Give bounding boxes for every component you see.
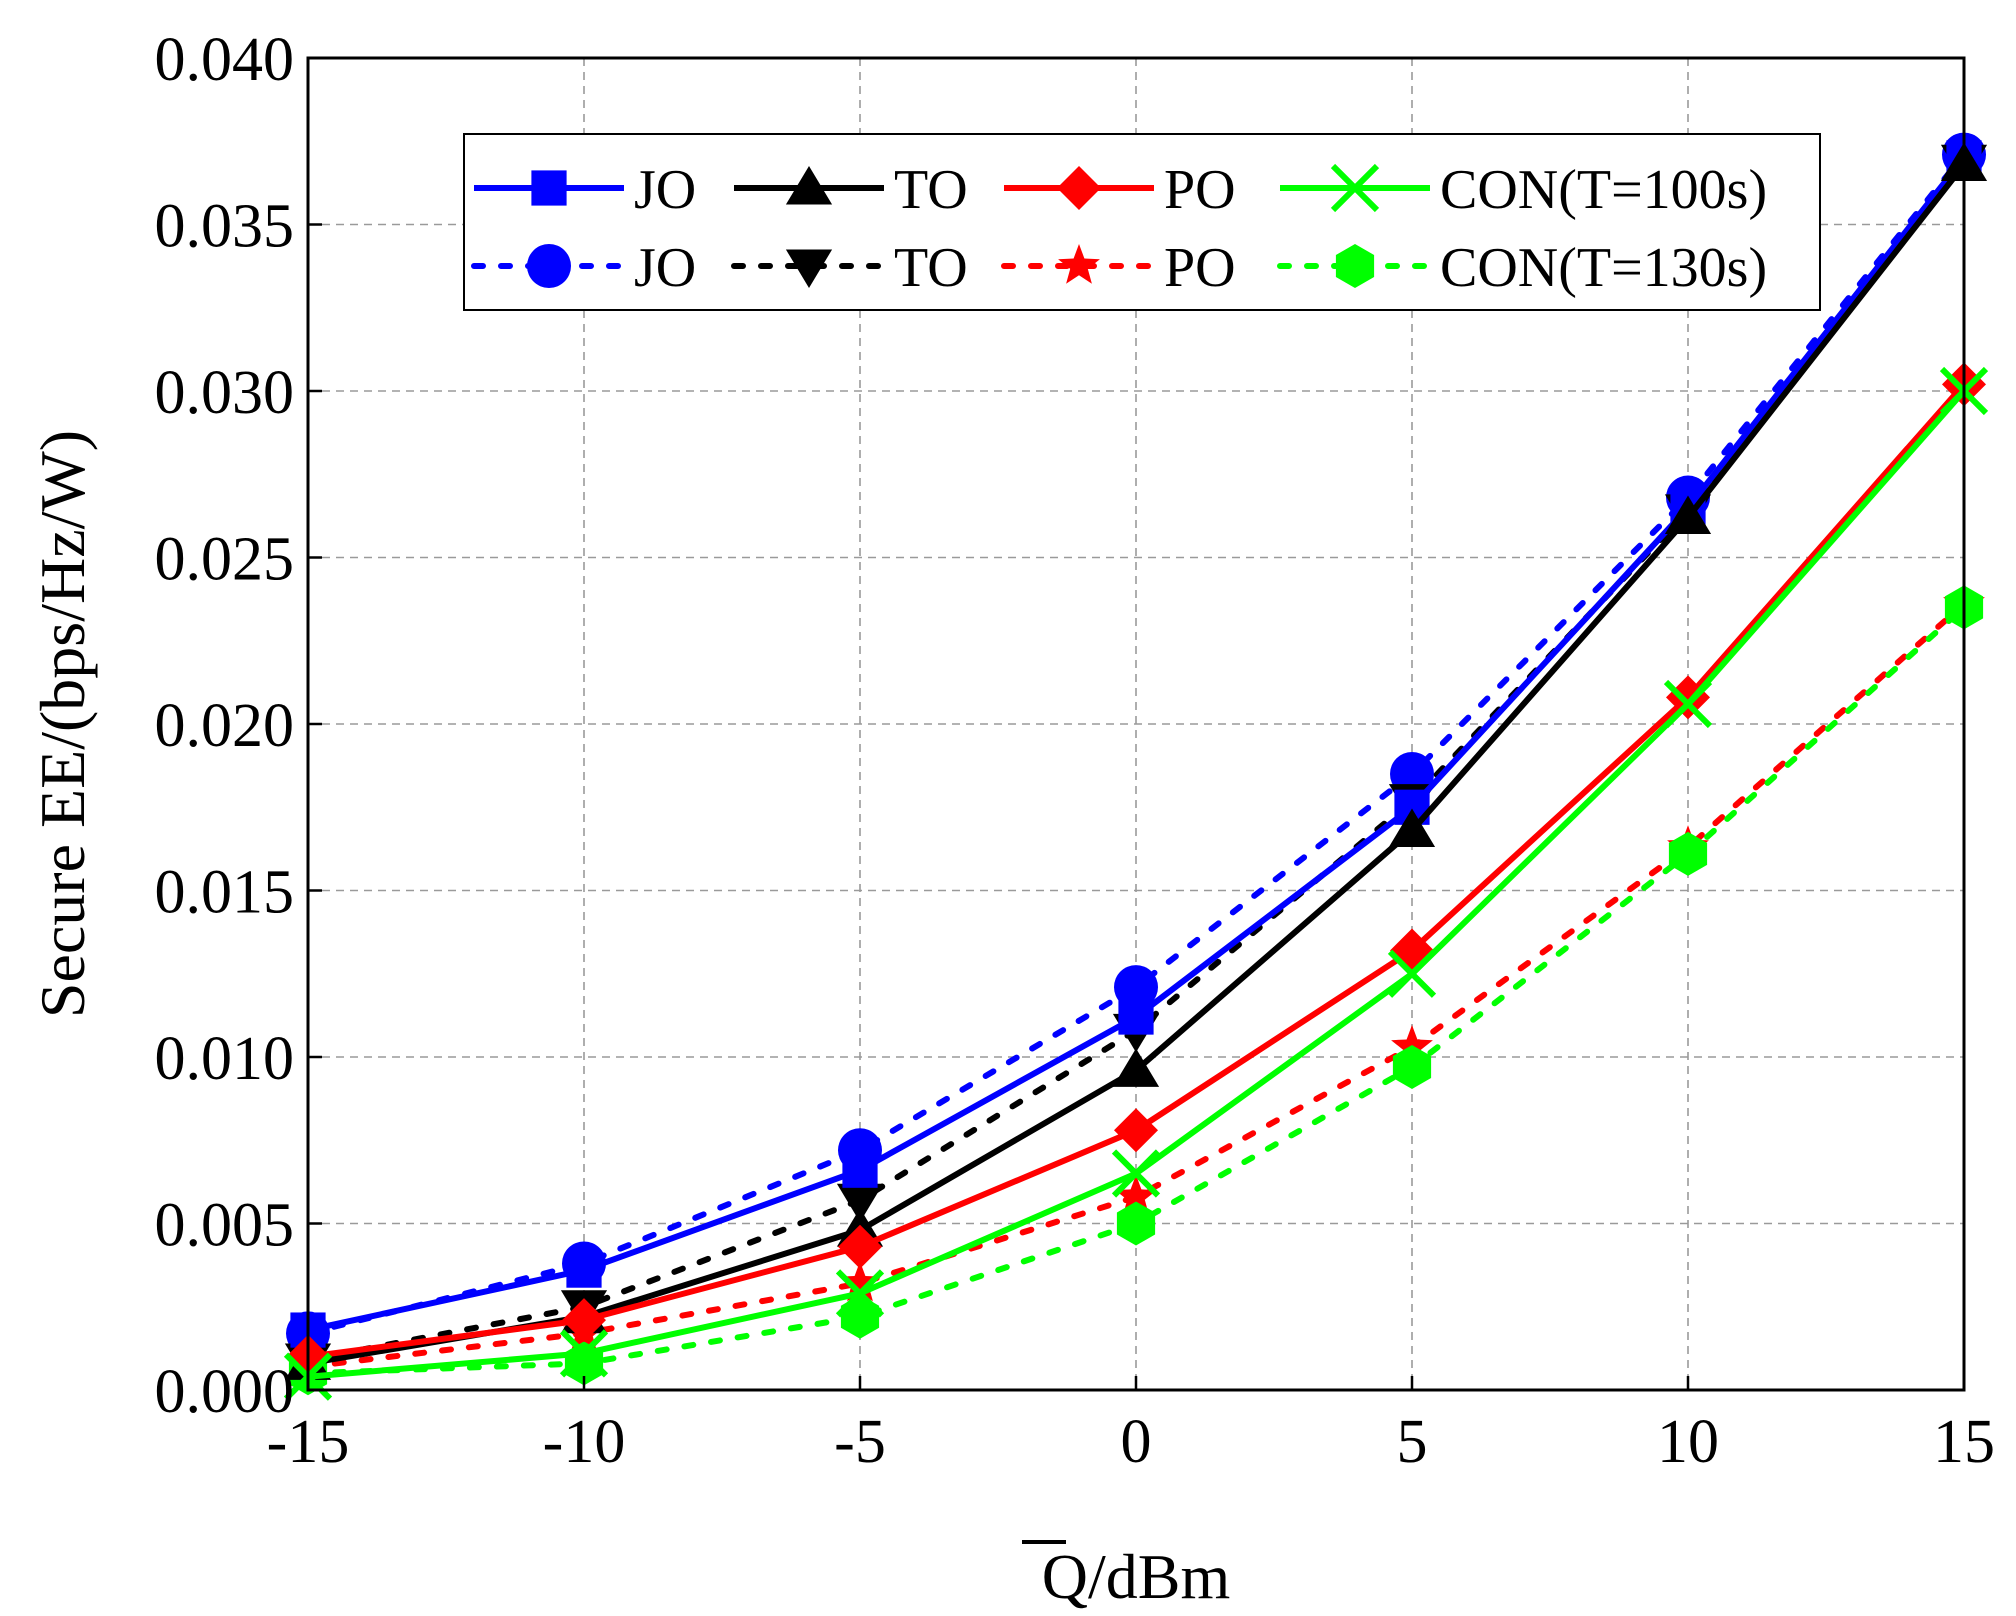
legend-label: CON(T=130s): [1440, 237, 1767, 299]
legend-entry: CON(T=100s): [1280, 159, 1767, 221]
legend-entry: PO: [1004, 159, 1236, 221]
legend-label: JO: [634, 159, 696, 221]
legend-label: CON(T=100s): [1440, 159, 1767, 221]
data-point: [1392, 1045, 1432, 1089]
data-point: [839, 1261, 881, 1302]
legend-label: TO: [894, 237, 968, 299]
legend-entry: JO: [474, 159, 696, 221]
x-axis-title-q: Q: [1042, 1541, 1088, 1612]
legend-marker: [1330, 163, 1380, 213]
legend-entry: JO: [471, 237, 696, 299]
data-point: [836, 1183, 884, 1223]
data-point: [842, 1152, 878, 1188]
data-point: [1114, 1108, 1158, 1153]
x-tick-label: 15: [1933, 1408, 1995, 1476]
x-axis-title-unit: /dBm: [1088, 1541, 1230, 1612]
legend-label: JO: [634, 237, 696, 299]
x-tick-label: -10: [543, 1408, 626, 1476]
y-tick-label: 0.035: [155, 193, 295, 261]
x-tick-label: -15: [267, 1408, 350, 1476]
data-point: [1387, 949, 1437, 998]
data-point: [1112, 1048, 1160, 1087]
x-axis-title: Q/dBm: [1042, 1541, 1230, 1612]
data-point: [1111, 1149, 1161, 1198]
data-point: [1391, 1025, 1433, 1065]
y-tick-label: 0.030: [155, 359, 295, 427]
legend-box: [463, 133, 1821, 311]
legend-marker: [1335, 244, 1375, 288]
data-point: [1663, 679, 1713, 729]
y-tick-label: 0.040: [155, 26, 295, 94]
y-tick-label: 0.010: [155, 1025, 295, 1093]
legend-marker: [1057, 166, 1101, 210]
tick-layer: -15 -10 -5 0 5 10 15 0.000 0.005 0.010 0.015 0.020 0…: [155, 26, 1996, 1476]
y-tick-label: 0.015: [155, 859, 295, 927]
y-tick-label: 0.020: [155, 692, 295, 760]
y-tick-label: 0.005: [155, 1192, 295, 1260]
legend-marker: [527, 244, 571, 288]
data-point: [1668, 831, 1708, 876]
legend-entry: PO: [1001, 237, 1236, 299]
data-point: [835, 1269, 885, 1318]
x-tick-label: 10: [1657, 1408, 1719, 1476]
data-point: [559, 1329, 609, 1378]
legend-marker: [1058, 244, 1100, 284]
data-point: [1116, 1201, 1156, 1246]
data-point: [838, 1224, 882, 1269]
x-tick-label: -5: [834, 1408, 886, 1476]
y-tick-label: 0.000: [155, 1358, 295, 1426]
legend-marker: [785, 249, 833, 288]
legend-label: PO: [1164, 159, 1236, 221]
data-point: [1114, 965, 1158, 1010]
legend-entry: CON(T=130s): [1277, 237, 1767, 299]
legend-marker: [785, 166, 833, 205]
x-tick-label: 5: [1397, 1408, 1428, 1476]
x-tick-label: 0: [1121, 1408, 1152, 1476]
legend-label: TO: [894, 159, 968, 221]
data-point: [840, 1294, 880, 1339]
legend: JO TO PO CON(T=100s) JO TO PO CON(T=130s): [463, 133, 1821, 311]
y-tick-label: 0.025: [155, 526, 295, 594]
legend-marker: [531, 170, 567, 206]
data-point: [1118, 999, 1154, 1035]
series-layer: [283, 132, 1989, 1401]
data-point: [562, 1298, 606, 1343]
data-point: [566, 1252, 602, 1288]
data-point: [1115, 1174, 1157, 1215]
data-point: [1666, 675, 1710, 720]
legend-entry: TO: [734, 159, 968, 221]
y-axis-title: Secure EE/(bps/Hz/W): [27, 430, 98, 1018]
data-point: [1664, 495, 1712, 535]
data-point: [1388, 808, 1436, 848]
legend-label: PO: [1164, 237, 1236, 299]
legend-entry: TO: [731, 237, 968, 299]
